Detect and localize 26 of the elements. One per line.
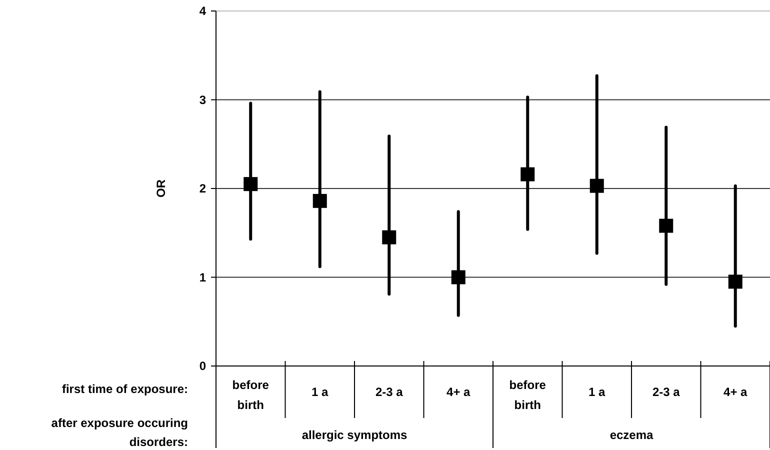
x-tick-label: 1 a (312, 385, 329, 399)
point (520, 167, 535, 182)
point (312, 194, 327, 208)
y-tick-label: 1 (199, 270, 206, 284)
point (451, 270, 466, 284)
x-tick-label: before birth (232, 378, 270, 412)
text: after exposure occuring disorders: (51, 416, 188, 449)
x-tick-label: before birth (509, 378, 546, 412)
y-tick-label: 2 (199, 182, 206, 196)
y-tick-label: 0 (199, 359, 206, 374)
point (590, 178, 604, 193)
y-axis-title: OR (154, 179, 168, 198)
point (659, 218, 674, 233)
x-tick-label: 4+ a (724, 385, 748, 399)
text: allergic symptoms (302, 428, 408, 442)
x-tick-label: 1 a (588, 385, 606, 399)
y-tick-label: 3 (199, 92, 206, 107)
x-tick-label: 4+ a (446, 385, 471, 399)
point (382, 230, 396, 244)
y-tick-label: 4 (199, 4, 206, 18)
text: eczema (610, 428, 654, 442)
x-tick-label: 2-3 a (375, 385, 404, 399)
text: first time of exposure: (62, 382, 188, 396)
point (728, 274, 742, 289)
x-tick-label: 2-3 a (652, 385, 680, 399)
point (244, 177, 258, 192)
